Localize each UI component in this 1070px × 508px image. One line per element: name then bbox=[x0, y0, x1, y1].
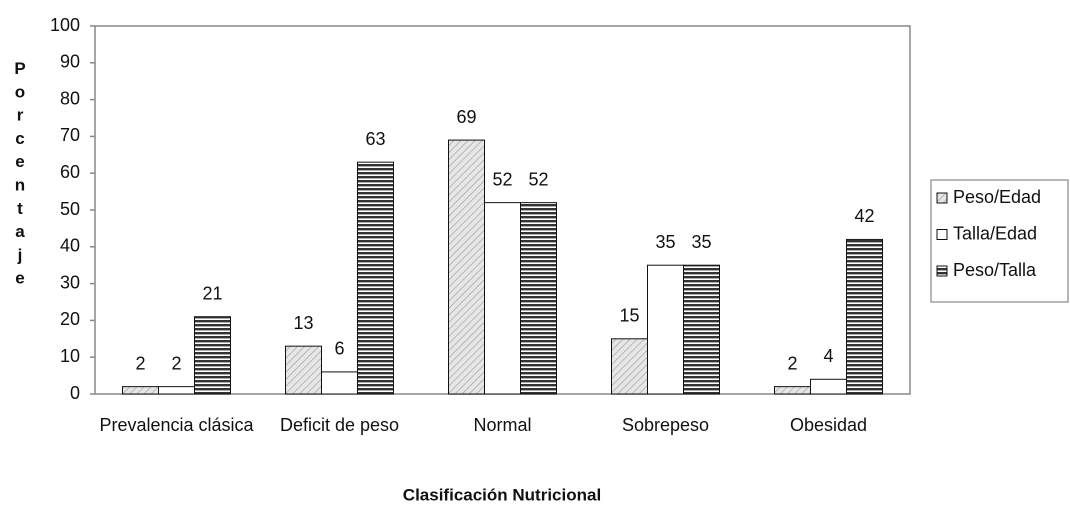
bar bbox=[285, 345, 322, 395]
bar bbox=[484, 202, 521, 395]
y-tick-label: 20 bbox=[60, 309, 80, 329]
y-tick-label: 60 bbox=[60, 162, 80, 182]
y-tick-label: 90 bbox=[60, 52, 80, 72]
value-label: 6 bbox=[334, 339, 344, 359]
value-label: 69 bbox=[456, 107, 476, 127]
bar bbox=[448, 139, 485, 395]
bar bbox=[810, 378, 847, 395]
y-tick-label: 70 bbox=[60, 125, 80, 145]
bar bbox=[520, 202, 557, 395]
value-label: 42 bbox=[854, 206, 874, 226]
value-label: 2 bbox=[135, 353, 145, 373]
y-tick-label: 100 bbox=[50, 15, 80, 35]
legend-box bbox=[930, 179, 1069, 303]
value-label: 63 bbox=[365, 129, 385, 149]
y-tick-label: 0 bbox=[70, 383, 80, 403]
x-tick-label: Deficit de peso bbox=[280, 415, 399, 435]
y-tick-label: 10 bbox=[60, 346, 80, 366]
value-label: 35 bbox=[691, 232, 711, 252]
x-tick-label: Sobrepeso bbox=[622, 415, 709, 435]
x-tick-label: Prevalencia clásica bbox=[99, 415, 254, 435]
value-label: 52 bbox=[528, 169, 548, 189]
legend-label: Peso/Talla bbox=[953, 260, 1037, 280]
y-tick-label: 30 bbox=[60, 272, 80, 292]
bar bbox=[122, 386, 159, 395]
bar bbox=[321, 371, 358, 395]
bar bbox=[611, 338, 648, 395]
bar bbox=[647, 264, 684, 395]
bar bbox=[683, 264, 720, 395]
legend-swatch bbox=[936, 192, 948, 204]
value-label: 52 bbox=[492, 169, 512, 189]
legend-label: Talla/Edad bbox=[953, 223, 1037, 243]
value-label: 35 bbox=[655, 232, 675, 252]
bar bbox=[846, 238, 883, 395]
bar bbox=[194, 316, 231, 395]
value-label: 15 bbox=[619, 306, 639, 326]
legend-label: Peso/Edad bbox=[953, 187, 1041, 207]
bar bbox=[774, 386, 811, 395]
y-tick-label: 40 bbox=[60, 236, 80, 256]
bar bbox=[158, 386, 195, 395]
y-tick-label: 50 bbox=[60, 199, 80, 219]
x-tick-label: Normal bbox=[473, 415, 531, 435]
y-tick-label: 80 bbox=[60, 88, 80, 108]
value-label: 4 bbox=[823, 346, 833, 366]
x-axis-label: Clasificación Nutricional bbox=[403, 485, 601, 504]
legend-swatch bbox=[936, 265, 948, 277]
legend-swatch bbox=[936, 229, 948, 240]
bar bbox=[357, 161, 394, 395]
value-label: 13 bbox=[293, 313, 313, 333]
value-label: 2 bbox=[171, 353, 181, 373]
value-label: 21 bbox=[202, 283, 222, 303]
value-label: 2 bbox=[787, 353, 797, 373]
x-tick-label: Obesidad bbox=[790, 415, 867, 435]
